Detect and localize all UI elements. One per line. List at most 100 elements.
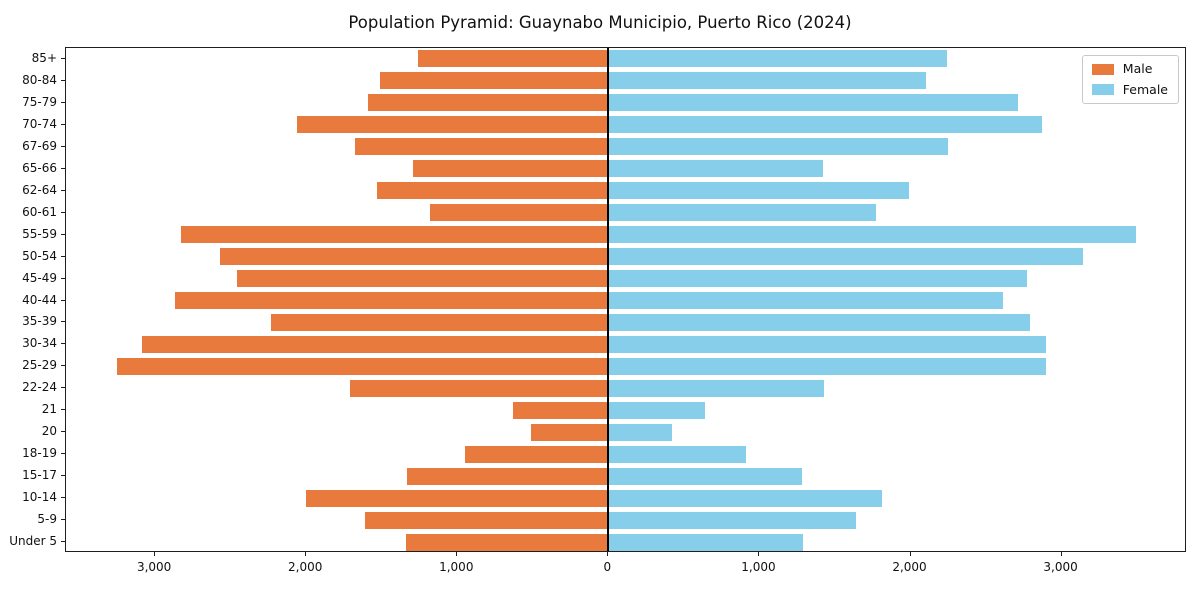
bar-female-15-17 (608, 467, 802, 485)
y-tick-label-10-14: 10-14 (22, 490, 57, 505)
y-tick-label-20: 20 (41, 424, 57, 439)
plot-area: Male Female (65, 47, 1186, 552)
y-tick-label-70-74: 70-74 (22, 116, 57, 131)
x-tick-label-0: 0 (603, 560, 612, 574)
bar-male-25-29 (117, 357, 609, 375)
y-tick-mark (61, 409, 65, 411)
bar-female-70-74 (608, 116, 1042, 134)
y-tick-label-30-34: 30-34 (22, 336, 57, 351)
bar-male-22-24 (350, 379, 609, 397)
bar-male-60-61 (430, 204, 609, 222)
y-tick-label-50-54: 50-54 (22, 248, 57, 263)
x-tick-mark (305, 552, 307, 556)
y-tick-label-22-24: 22-24 (22, 380, 57, 395)
x-tick-mark (909, 552, 911, 556)
y-tick-mark (61, 343, 65, 345)
bar-female-45-49 (608, 270, 1027, 288)
y-tick-mark (61, 321, 65, 323)
bar-male-21 (513, 401, 609, 419)
bar-female-22-24 (608, 379, 825, 397)
y-tick-mark (61, 233, 65, 235)
bar-female-67-69 (608, 138, 949, 156)
y-tick-mark (61, 145, 65, 147)
bar-female-21 (608, 401, 706, 419)
y-tick-label-5-9: 5-9 (37, 512, 57, 527)
bar-female-Under 5 (608, 533, 804, 551)
y-tick-label-45-49: 45-49 (22, 270, 57, 285)
bar-male-35-39 (271, 313, 609, 331)
y-tick-mark (61, 101, 65, 103)
y-tick-label-15-17: 15-17 (22, 468, 57, 483)
y-tick-mark (61, 299, 65, 301)
x-tick-mark (1060, 552, 1062, 556)
bar-male-55-59 (180, 226, 609, 244)
bar-male-18-19 (464, 445, 609, 463)
bar-female-85+ (608, 50, 947, 68)
x-tick-label-1,000: 1,000 (439, 560, 474, 574)
bar-male-30-34 (141, 335, 609, 353)
bar-female-50-54 (608, 248, 1083, 266)
y-tick-label-67-69: 67-69 (22, 138, 57, 153)
x-tick-mark (758, 552, 760, 556)
bar-female-62-64 (608, 182, 909, 200)
bar-female-40-44 (608, 292, 1003, 309)
y-tick-mark (61, 475, 65, 477)
y-tick-mark (61, 519, 65, 521)
bar-female-20 (608, 423, 672, 441)
bar-male-70-74 (297, 116, 609, 134)
y-tick-mark (61, 387, 65, 389)
y-tick-mark (61, 497, 65, 499)
bar-female-65-66 (608, 160, 823, 178)
y-tick-label-55-59: 55-59 (22, 226, 57, 241)
bar-male-5-9 (365, 511, 609, 529)
male-color-swatch-icon (1091, 63, 1114, 75)
bar-male-45-49 (236, 270, 609, 288)
y-tick-label-75-79: 75-79 (22, 94, 57, 109)
y-tick-mark (61, 167, 65, 169)
bar-female-5-9 (608, 511, 857, 529)
bar-male-Under 5 (405, 533, 609, 551)
x-tick-label-1,000: 1,000 (741, 560, 776, 574)
bar-male-40-44 (174, 292, 609, 309)
bar-male-65-66 (413, 160, 609, 178)
bar-female-18-19 (608, 445, 746, 463)
bar-male-15-17 (407, 467, 609, 485)
chart-title: Population Pyramid: Guaynabo Municipio, … (348, 13, 852, 32)
bar-female-30-34 (608, 335, 1047, 353)
bar-male-62-64 (377, 182, 609, 200)
bar-female-10-14 (608, 489, 882, 507)
y-tick-mark (61, 123, 65, 125)
y-tick-mark (61, 277, 65, 279)
bar-male-20 (531, 423, 609, 441)
female-color-swatch-icon (1091, 84, 1114, 96)
bar-male-85+ (418, 50, 609, 68)
y-tick-label-60-61: 60-61 (22, 204, 57, 219)
bar-female-55-59 (608, 226, 1136, 244)
y-tick-mark (61, 211, 65, 213)
x-tick-label-3,000: 3,000 (1043, 560, 1078, 574)
bar-male-80-84 (380, 72, 609, 90)
y-tick-mark (61, 189, 65, 191)
y-tick-label-65-66: 65-66 (22, 160, 57, 175)
x-tick-mark (456, 552, 458, 556)
legend-item-male: Male (1091, 62, 1168, 76)
x-tick-label-3,000: 3,000 (136, 560, 172, 574)
bar-male-10-14 (306, 489, 609, 507)
y-tick-mark (61, 57, 65, 59)
y-tick-mark (61, 79, 65, 81)
y-tick-label-18-19: 18-19 (22, 446, 57, 461)
bar-female-25-29 (608, 357, 1047, 375)
y-tick-mark (61, 541, 65, 543)
y-tick-mark (61, 365, 65, 367)
x-tick-label-2,000: 2,000 (288, 560, 323, 574)
legend: Male Female (1081, 55, 1179, 104)
y-tick-label-40-44: 40-44 (22, 292, 57, 307)
x-tick-mark (607, 552, 609, 556)
y-tick-mark (61, 255, 65, 257)
y-tick-label-35-39: 35-39 (22, 314, 57, 329)
bar-male-67-69 (354, 138, 609, 156)
x-tick-label-2,000: 2,000 (892, 560, 927, 574)
y-tick-mark (61, 453, 65, 455)
zero-axis-line (607, 48, 610, 551)
